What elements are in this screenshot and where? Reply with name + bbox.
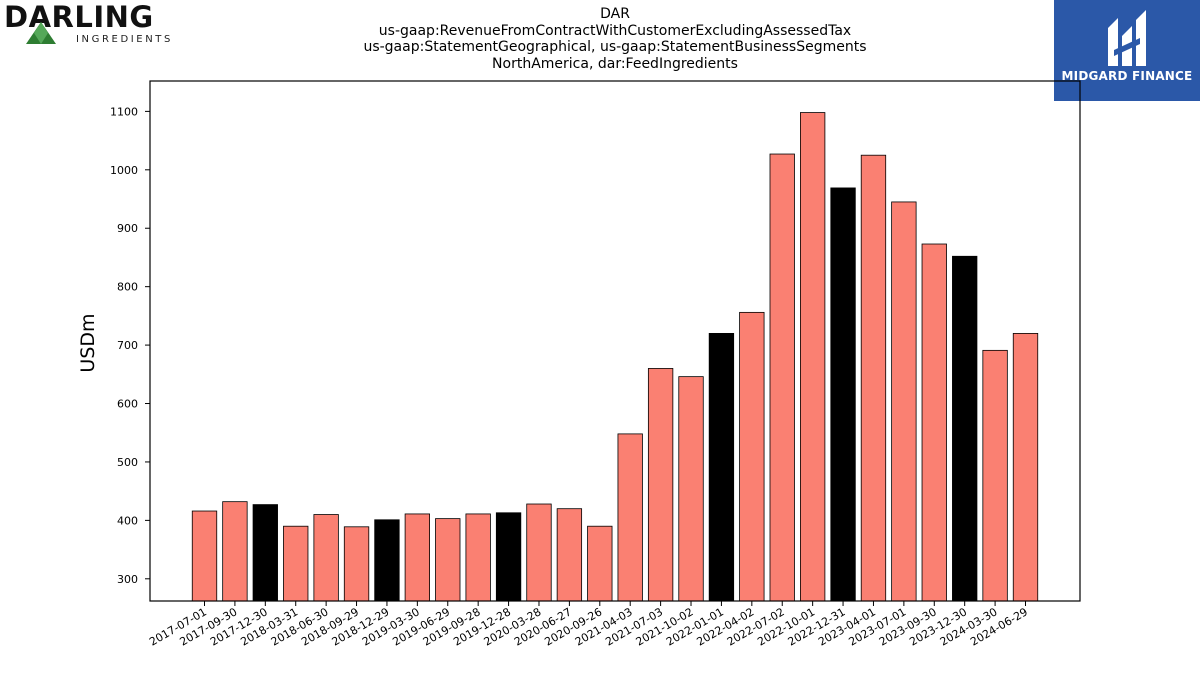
bar	[952, 255, 978, 602]
y-tick-label: 700	[117, 339, 138, 352]
bar	[404, 513, 431, 602]
y-tick-label: 900	[117, 222, 138, 235]
bar	[495, 512, 522, 602]
bar	[860, 154, 887, 602]
y-tick-label: 400	[117, 514, 138, 527]
bar	[587, 525, 613, 602]
bar	[678, 376, 704, 602]
bar	[283, 525, 309, 602]
bar	[526, 503, 552, 602]
bar	[739, 311, 765, 602]
title-line-concept: us-gaap:RevenueFromContractWithCustomerE…	[378, 22, 852, 39]
y-tick-label: 500	[117, 456, 138, 469]
y-axis-label: USDm	[77, 313, 99, 372]
title-line-axes: us-gaap:StatementGeographical, us-gaap:S…	[363, 39, 867, 55]
bar	[769, 153, 795, 602]
bar	[374, 519, 400, 602]
y-tick-label: 300	[117, 573, 138, 586]
bar	[830, 187, 856, 602]
y-tick-label: 1100	[110, 105, 138, 118]
chart-title: DAR us-gaap:RevenueFromContractWithCusto…	[150, 6, 1080, 72]
bar	[252, 504, 278, 602]
title-line-ticker: DAR	[600, 6, 630, 22]
bar	[556, 508, 583, 602]
title-line-members: NorthAmerica, dar:FeedIngredients	[492, 55, 738, 72]
bar	[617, 433, 643, 602]
bar	[222, 501, 248, 602]
y-tick-label: 600	[117, 398, 138, 411]
bar	[982, 349, 1008, 602]
midgard-emblem-icon	[1108, 10, 1146, 66]
y-tick-label: 800	[117, 281, 138, 294]
logo-name: MIDGARD FINANCE	[1061, 69, 1193, 83]
bar	[708, 332, 735, 602]
bar	[891, 201, 917, 602]
y-tick-label: 1000	[110, 164, 138, 177]
plot-frame	[149, 80, 1081, 602]
logo-subtitle: INGREDIENTS	[76, 34, 173, 45]
bar	[191, 510, 218, 602]
bar	[1012, 332, 1039, 602]
darling-ingredients-logo: DARLING INGREDIENTS	[4, 0, 176, 48]
bar	[465, 513, 491, 602]
triangle-logo-icon	[26, 22, 56, 44]
bar	[921, 243, 947, 602]
bar	[647, 368, 674, 602]
bar	[313, 514, 339, 602]
bar	[435, 518, 461, 602]
midgard-finance-logo: MIDGARD FINANCE	[1054, 0, 1200, 101]
bar	[800, 112, 826, 602]
logo-wordmark: DARLING	[4, 0, 154, 34]
bar	[343, 526, 370, 602]
